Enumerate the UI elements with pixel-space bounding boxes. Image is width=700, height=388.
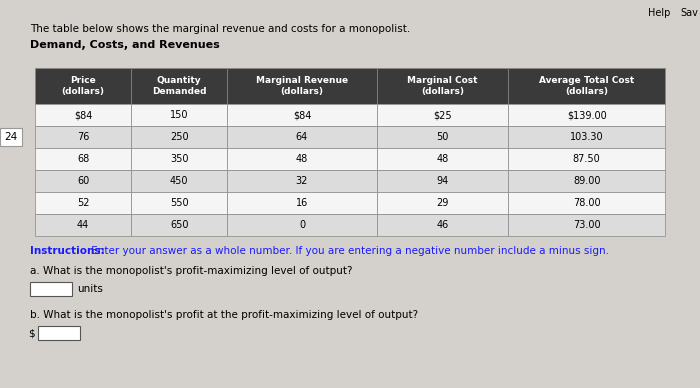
Text: units: units: [77, 284, 103, 294]
Bar: [131, 192, 228, 214]
Text: Instructions:: Instructions:: [30, 246, 104, 256]
Bar: [377, 68, 508, 104]
Text: Demand, Costs, and Revenues: Demand, Costs, and Revenues: [30, 40, 220, 50]
Text: $139.00: $139.00: [567, 110, 607, 120]
Text: 52: 52: [77, 198, 90, 208]
Bar: [228, 68, 377, 104]
Text: 48: 48: [296, 154, 308, 164]
Bar: [377, 148, 508, 170]
Bar: [228, 104, 377, 126]
Bar: [377, 192, 508, 214]
Bar: [131, 148, 228, 170]
Bar: [508, 192, 665, 214]
Text: Sav: Sav: [680, 8, 698, 18]
Text: 24: 24: [4, 132, 18, 142]
Bar: [35, 126, 131, 148]
Text: Price
(dollars): Price (dollars): [62, 76, 104, 96]
Bar: [508, 148, 665, 170]
Text: 650: 650: [170, 220, 188, 230]
Bar: [228, 170, 377, 192]
Bar: [377, 214, 508, 236]
Bar: [377, 170, 508, 192]
Text: $: $: [29, 328, 35, 338]
Text: 250: 250: [170, 132, 188, 142]
Bar: [228, 214, 377, 236]
Bar: [508, 170, 665, 192]
Bar: [131, 104, 228, 126]
Text: 16: 16: [296, 198, 308, 208]
Text: 94: 94: [436, 176, 449, 186]
Text: Marginal Revenue
(dollars): Marginal Revenue (dollars): [256, 76, 348, 96]
Text: 32: 32: [296, 176, 308, 186]
Text: 64: 64: [296, 132, 308, 142]
Bar: [0, 128, 22, 146]
Text: 0: 0: [299, 220, 305, 230]
Bar: [377, 126, 508, 148]
Text: Help: Help: [648, 8, 671, 18]
Text: 78.00: 78.00: [573, 198, 601, 208]
Bar: [508, 126, 665, 148]
Text: 89.00: 89.00: [573, 176, 601, 186]
Text: 450: 450: [170, 176, 188, 186]
Text: 29: 29: [436, 198, 449, 208]
Bar: [131, 214, 228, 236]
Text: a. What is the monopolist's profit-maximizing level of output?: a. What is the monopolist's profit-maxim…: [30, 266, 353, 276]
Text: b. What is the monopolist's profit at the profit-maximizing level of output?: b. What is the monopolist's profit at th…: [30, 310, 418, 320]
Text: Average Total Cost
(dollars): Average Total Cost (dollars): [539, 76, 634, 96]
Text: 50: 50: [436, 132, 449, 142]
Bar: [131, 68, 228, 104]
Bar: [30, 282, 72, 296]
Text: $25: $25: [433, 110, 452, 120]
Text: $84: $84: [293, 110, 311, 120]
Text: 68: 68: [77, 154, 89, 164]
Bar: [35, 148, 131, 170]
Text: 76: 76: [77, 132, 89, 142]
Text: 550: 550: [170, 198, 188, 208]
Text: 46: 46: [436, 220, 449, 230]
Bar: [131, 170, 228, 192]
Bar: [131, 126, 228, 148]
Bar: [35, 214, 131, 236]
Text: 150: 150: [170, 110, 188, 120]
Bar: [508, 104, 665, 126]
Text: Marginal Cost
(dollars): Marginal Cost (dollars): [407, 76, 478, 96]
Text: 73.00: 73.00: [573, 220, 601, 230]
Text: Quantity
Demanded: Quantity Demanded: [152, 76, 206, 96]
Text: The table below shows the marginal revenue and costs for a monopolist.: The table below shows the marginal reven…: [30, 24, 410, 34]
Text: 60: 60: [77, 176, 89, 186]
Text: 44: 44: [77, 220, 89, 230]
Bar: [508, 214, 665, 236]
Bar: [228, 126, 377, 148]
Text: $84: $84: [74, 110, 92, 120]
Text: 103.30: 103.30: [570, 132, 603, 142]
Text: 48: 48: [436, 154, 449, 164]
Bar: [35, 68, 131, 104]
Text: Enter your answer as a whole number. If you are entering a negative number inclu: Enter your answer as a whole number. If …: [88, 246, 609, 256]
Bar: [508, 68, 665, 104]
Text: 87.50: 87.50: [573, 154, 601, 164]
Bar: [35, 192, 131, 214]
Bar: [35, 170, 131, 192]
Bar: [228, 192, 377, 214]
Text: 350: 350: [170, 154, 188, 164]
Bar: [35, 104, 131, 126]
Bar: [228, 148, 377, 170]
Bar: [377, 104, 508, 126]
Bar: [38, 326, 80, 340]
